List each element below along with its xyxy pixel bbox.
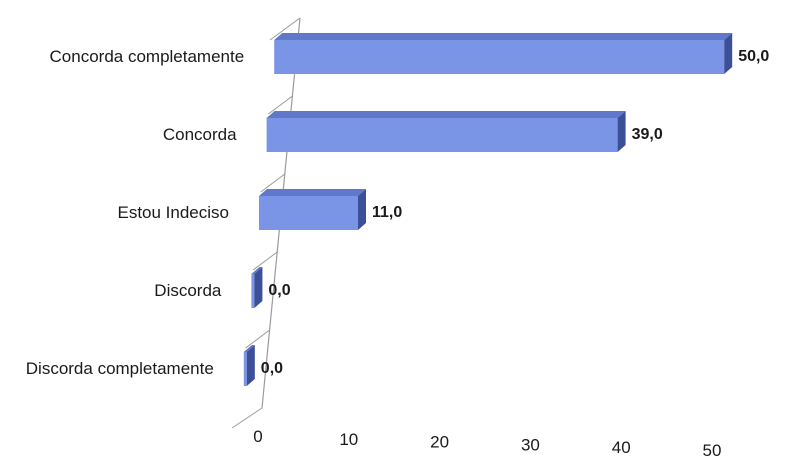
data-label: 39,0 [632,126,663,143]
x-tick-label: 30 [521,435,540,454]
category-label: Estou Indeciso [117,203,229,222]
category-tick-mark [252,251,278,271]
bar-2 [266,111,626,152]
axis-depth-line [231,407,263,429]
bar-top-face [266,111,626,118]
bar-5 [243,345,255,386]
bar-top-face [251,267,263,274]
bar-front-face [266,118,618,152]
bar-4 [251,267,263,308]
bar-top-face [259,189,366,196]
x-tick-label: 20 [430,433,449,452]
x-tick-labels: 0 10 20 30 40 50 [253,427,721,460]
bar-1 [274,33,733,74]
x-tick-label: 40 [612,438,631,457]
category-tick-mark [268,95,293,115]
bar-side-face [617,111,626,152]
category-label: Discorda [154,281,222,300]
bar-3 [259,189,366,230]
bar-side-face [246,345,255,386]
x-tick-label: 10 [339,430,358,449]
x-tick-label: 50 [703,441,722,460]
category-tick-mark [245,329,270,349]
category-tick-mark [260,173,286,193]
bar-front-face [251,274,255,308]
category-labels: Concorda completamente Concorda Estou Inde… [26,47,244,378]
bar-side-face [724,33,733,74]
bar-top-face [274,33,733,40]
bar-side-face [254,267,263,308]
category-label: Concorda completamente [50,47,245,66]
chart-bars [243,33,733,386]
bar-front-face [259,196,358,230]
data-label: 11,0 [372,204,402,221]
category-label: Discorda completamente [26,359,214,378]
bar-top-face [243,345,255,352]
data-label: 50,0 [738,48,769,65]
x-tick-label: 0 [253,427,262,446]
data-label: 0,0 [268,282,290,299]
category-label: Concorda [163,125,237,144]
bar-front-face [243,352,247,386]
data-labels: 50,0 39,0 11,0 0,0 0,0 [261,48,770,377]
axis-depth-line [269,17,301,41]
bar-side-face [358,189,366,230]
data-label: 0,0 [261,360,283,377]
bar-front-face [274,40,725,74]
